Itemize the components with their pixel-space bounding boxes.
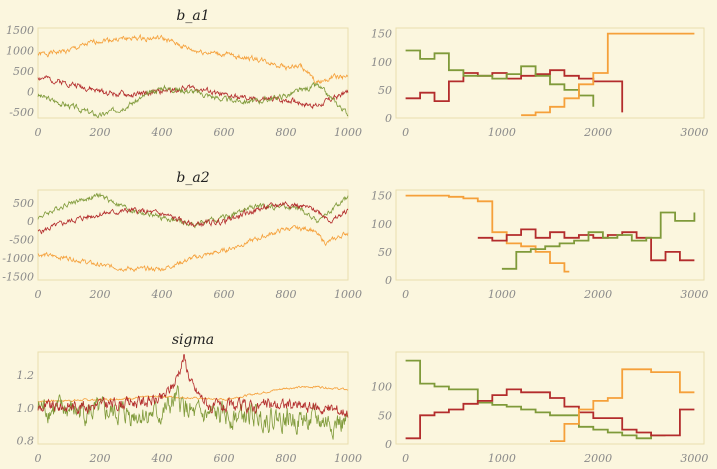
x-tick-label: 1000 — [334, 288, 362, 301]
histogram-panel-b-a2: 0 1000 2000 3000 150 100 50 0 — [371, 189, 708, 301]
histogram-step-2 — [477, 228, 695, 262]
y-tick-label: 50 — [378, 246, 392, 259]
x-tick-label: 1000 — [488, 126, 516, 139]
histogram-panel-sigma: 0 1000 2000 3000 100 50 0 — [371, 351, 708, 465]
y-tick-label: -1000 — [2, 252, 34, 265]
y-tick-label: -500 — [9, 234, 34, 247]
x-tick-label: 600 — [214, 126, 235, 139]
x-tick-label: 2000 — [583, 288, 612, 301]
trace-line-1 — [37, 385, 349, 403]
x-tick-label: 200 — [89, 288, 111, 301]
x-tick-label: 1000 — [334, 452, 362, 465]
x-tick-label: 3000 — [680, 452, 708, 465]
y-tick-label: 100 — [371, 56, 392, 69]
histogram-step-1 — [405, 359, 666, 440]
plot-frame — [37, 27, 349, 119]
x-tick-label: 800 — [276, 288, 297, 301]
x-tick-label: 200 — [89, 126, 111, 139]
x-tick-label: 800 — [276, 452, 297, 465]
histogram-step-2 — [405, 49, 595, 107]
y-tick-label: 0 — [27, 215, 34, 228]
x-tick-label: 400 — [151, 126, 173, 139]
x-tick-label: 200 — [89, 452, 111, 465]
y-tick-label: 0 — [385, 438, 392, 451]
y-tick-label: 0 — [27, 85, 34, 98]
trace-line-3 — [37, 81, 349, 119]
y-tick-label: 1.2 — [17, 369, 35, 382]
chart-title: b_a1 — [176, 8, 209, 24]
y-tick-label: 1500 — [6, 24, 34, 37]
trace-panel-sigma: sigma 0 200 400 600 800 1000 1.2 1.0 0.8 — [17, 332, 363, 465]
x-tick-label: 0 — [35, 126, 42, 139]
histogram-step-2 — [405, 388, 695, 440]
x-tick-label: 0 — [402, 126, 409, 139]
histogram-step-3 — [521, 32, 695, 117]
y-tick-label: 0 — [385, 274, 392, 287]
plot-frame — [395, 27, 705, 119]
plot-frame — [395, 189, 705, 281]
x-tick-label: 600 — [214, 288, 235, 301]
x-tick-label: 0 — [402, 452, 409, 465]
x-tick-label: 3000 — [680, 126, 708, 139]
y-tick-label: 150 — [371, 28, 392, 41]
histogram-step-1 — [405, 194, 570, 273]
y-tick-label: 500 — [13, 197, 34, 210]
trace-line-3 — [37, 225, 349, 273]
y-tick-label: 50 — [378, 409, 392, 422]
x-tick-label: 0 — [35, 288, 42, 301]
y-tick-label: -500 — [9, 106, 34, 119]
plot-frame — [37, 351, 349, 445]
trace-line-2 — [37, 75, 349, 110]
trace-line-2 — [37, 384, 349, 440]
x-tick-label: 1000 — [488, 288, 516, 301]
x-tick-label: 800 — [276, 126, 297, 139]
y-tick-label: 100 — [371, 381, 392, 394]
y-tick-label: 1.0 — [17, 402, 35, 415]
chart-title: b_a2 — [176, 170, 209, 186]
trace-line-2 — [37, 201, 349, 235]
y-tick-label: 150 — [371, 190, 392, 203]
y-tick-label: 100 — [371, 218, 392, 231]
x-tick-label: 1000 — [488, 452, 516, 465]
chart-title: sigma — [172, 332, 214, 348]
x-tick-label: 0 — [402, 288, 409, 301]
histogram-step-3 — [501, 211, 696, 270]
y-tick-label: 50 — [378, 84, 392, 97]
trace-line-3 — [37, 354, 349, 418]
x-tick-label: 1000 — [334, 126, 362, 139]
y-tick-label: 500 — [13, 65, 34, 78]
y-tick-label: 1000 — [6, 45, 34, 58]
y-tick-label: 0 — [385, 112, 392, 125]
plot-frame — [395, 351, 705, 445]
x-tick-label: 2000 — [583, 452, 612, 465]
trace-line-1 — [37, 192, 349, 229]
x-tick-label: 2000 — [583, 126, 612, 139]
plot-frame — [37, 189, 349, 281]
y-tick-label: -1500 — [2, 270, 34, 283]
trace-line-1 — [37, 33, 349, 84]
trace-panel-b-a2: b_a2 0 200 400 600 800 1000 500 0 -500 -1000 -1500 — [2, 170, 362, 301]
x-tick-label: 0 — [35, 452, 42, 465]
histogram-panel-b-a1: 0 1000 2000 3000 150 100 50 0 — [371, 27, 708, 139]
histogram-step-1 — [405, 69, 624, 113]
histogram-step-3 — [550, 368, 695, 443]
x-tick-label: 400 — [151, 288, 173, 301]
y-tick-label: 0.8 — [17, 435, 35, 448]
x-tick-label: 600 — [214, 452, 235, 465]
x-tick-label: 400 — [151, 452, 173, 465]
x-tick-label: 3000 — [680, 288, 708, 301]
